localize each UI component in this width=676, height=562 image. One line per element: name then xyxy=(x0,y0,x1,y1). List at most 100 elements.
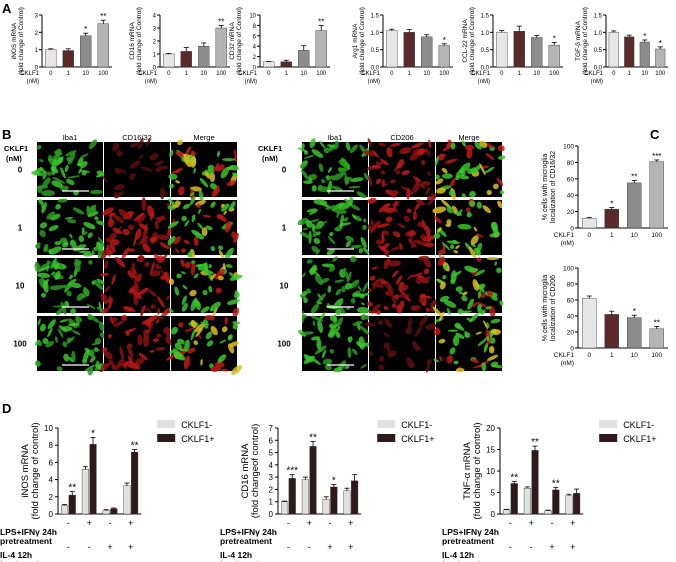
b-right-tile-cell xyxy=(350,244,363,249)
b-left-tile-cell xyxy=(215,268,225,280)
b-left-tile-cell xyxy=(226,180,236,187)
b-left-tile-cell xyxy=(177,139,183,146)
b-right-tile-cell xyxy=(481,165,490,169)
A5-row-label: CKLF1 xyxy=(471,71,490,77)
b-right-tile-cell xyxy=(450,177,456,187)
b-right-tile-cell xyxy=(321,263,335,268)
b-right-tile-cell xyxy=(441,167,448,174)
C2-x-tick-label: 100 xyxy=(651,352,662,359)
b-right-tile-cell xyxy=(442,173,453,179)
b-right-tile-cell xyxy=(473,248,481,256)
b-right-tile-cell xyxy=(329,325,336,336)
b-right-tile-cell xyxy=(473,226,477,232)
b-left-tile-cell xyxy=(102,175,107,182)
b-left-tile-cell xyxy=(70,308,76,315)
b-left-tile-cell xyxy=(204,171,211,179)
b-left-tile-cell xyxy=(198,189,204,203)
b-left-tile-cell xyxy=(39,323,46,332)
b-right-tile-cell xyxy=(496,267,502,274)
b-right-tile-cell xyxy=(406,187,410,200)
A2-y-tick-label: 4 xyxy=(153,14,157,20)
b-left-tile-cell xyxy=(116,358,125,369)
b-right-tile-cell xyxy=(486,322,490,328)
A2-bar xyxy=(180,51,192,68)
b-right-tile-cell xyxy=(414,180,426,189)
D3-row1-sign: + xyxy=(529,518,534,528)
b-right-tile-cell xyxy=(432,306,442,316)
b-right-tile-cell xyxy=(378,203,391,213)
b-left-tile-cell xyxy=(51,271,56,276)
b-right-tile-cell xyxy=(422,235,436,242)
D3-bar xyxy=(573,493,581,515)
b-left-tile-cell xyxy=(63,353,70,362)
b-left-tile-cell xyxy=(43,280,49,293)
D2-legend-swatch xyxy=(377,434,396,442)
b-left-tile-cell xyxy=(102,207,114,216)
A6-bar xyxy=(639,41,650,68)
b-right-tile-cell xyxy=(413,239,427,246)
b-right-tile-cell xyxy=(321,349,327,359)
b-left-tile-cell xyxy=(228,164,240,171)
b-right-tile-cell xyxy=(443,264,448,270)
D2-row2-sign: - xyxy=(287,542,290,552)
b-right-tile-cell xyxy=(497,155,506,160)
panel-label-c: C xyxy=(650,127,660,142)
b-left-tile-cell xyxy=(109,212,113,221)
A4-sig: * xyxy=(443,36,446,45)
A1-x-tick-label: 0 xyxy=(49,71,53,77)
D2-y-tick-label: 2 xyxy=(269,485,274,494)
A3-ylabel: CD32 mRNA xyxy=(229,22,236,60)
b-left-tile-cell xyxy=(181,215,187,222)
b-right-tile-cell xyxy=(372,278,383,286)
D1-row1-sign: + xyxy=(128,518,133,528)
b-right-tile-cell xyxy=(471,358,479,364)
A5-x-tick-label: 10 xyxy=(533,71,540,77)
D2-bar xyxy=(330,486,338,515)
b-right-unit-label: (nM) xyxy=(262,154,278,163)
b-left-tile-cell xyxy=(193,236,199,246)
C2-y-tick-label: 60 xyxy=(567,298,575,305)
D1-y-tick-label: 0 xyxy=(49,510,54,519)
b-left-tile-cell xyxy=(41,202,47,214)
b-left-tile-cell xyxy=(83,221,96,230)
C2-row-label: CKLF1 xyxy=(554,352,575,359)
A5-y-tick-label: 0.5 xyxy=(481,48,490,54)
b-left-tile-cell xyxy=(214,185,220,194)
A6-y-tick-label: 0.5 xyxy=(594,48,603,54)
b-left-tile-cell xyxy=(224,247,234,260)
b-left-tile-cell xyxy=(174,286,180,296)
b-right-tile-cell xyxy=(378,364,385,371)
D1-row2-sign: + xyxy=(128,542,133,552)
b-left-tile-cell xyxy=(88,349,95,357)
b-right-tile-cell xyxy=(318,140,326,149)
b-right-tile-cell xyxy=(444,158,458,164)
b-right-tile-cell xyxy=(358,336,365,350)
b-left-tile-cell xyxy=(184,327,195,333)
b-left-tile-cell xyxy=(142,244,151,253)
b-right-tile-cell xyxy=(455,367,465,373)
b-left-tile-cell xyxy=(122,228,130,236)
b-right-tile-cell xyxy=(333,366,343,373)
A6-unit-label: (nM) xyxy=(591,79,603,85)
b-right-tile-cell xyxy=(368,288,373,292)
b-right-tile-cell xyxy=(425,323,437,330)
b-left-tile-cell xyxy=(189,289,197,297)
b-left-tile-cell xyxy=(57,198,68,203)
panel-label-d: D xyxy=(2,401,11,416)
b-right-tile-cell xyxy=(343,198,352,204)
b-left-tile-cell xyxy=(190,262,196,276)
b-right-tile-cell xyxy=(310,303,320,314)
A3-y-tick-label: 0 xyxy=(253,66,257,72)
A5-y-tick-label: 1.0 xyxy=(481,31,490,37)
b-right-tile-cell xyxy=(323,147,330,154)
b-left-tile-cell xyxy=(193,273,199,279)
b-left-tile-cell xyxy=(150,304,156,309)
b-left-tile-cell xyxy=(222,262,226,270)
b-right-tile-cell xyxy=(499,300,504,306)
A1-bar xyxy=(62,50,74,68)
b-right-tile-cell xyxy=(474,269,485,276)
A5-ylabel2: (fold change of Control) xyxy=(469,7,476,75)
D3-y-tick-label: 10 xyxy=(486,467,495,476)
D3-ylabel: TNF-α mRNA xyxy=(462,441,473,499)
b-left-tile-cell xyxy=(197,222,204,230)
